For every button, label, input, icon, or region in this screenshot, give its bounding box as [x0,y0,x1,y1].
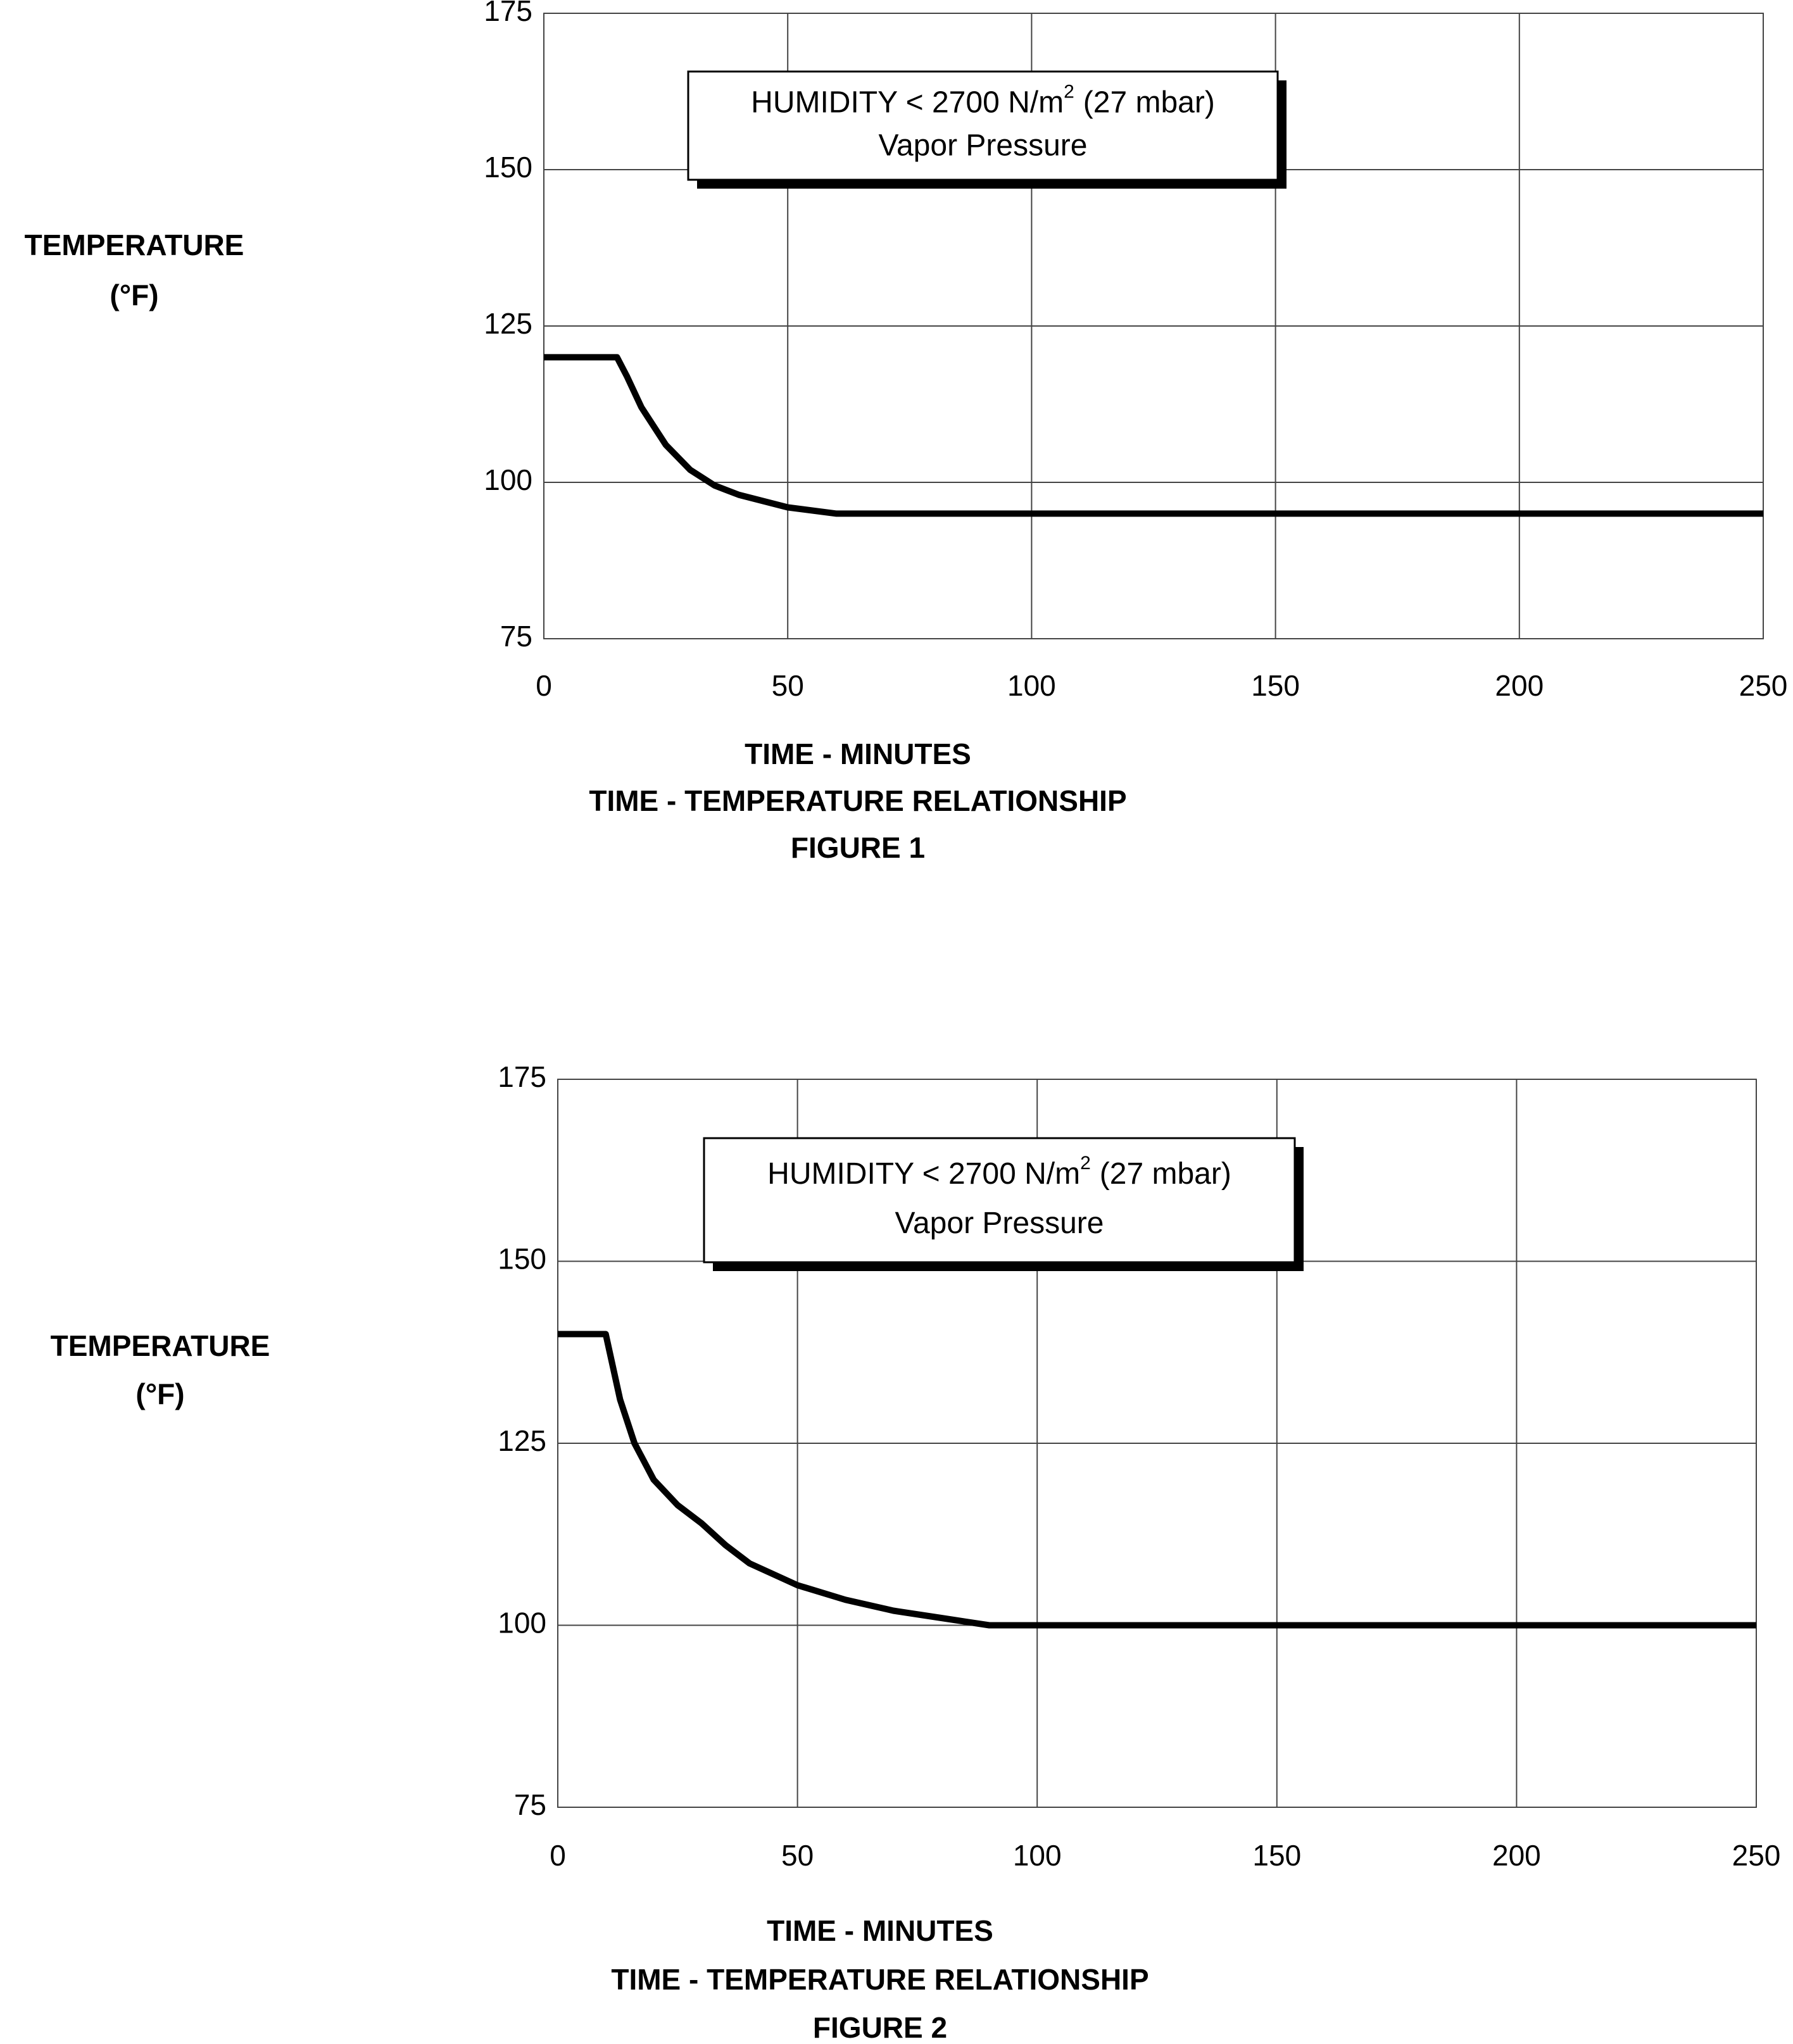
x-tick-label: 200 [1495,669,1544,702]
x-axis-label: TIME - MINUTES [767,1914,993,1947]
annotation-text: Vapor Pressure [895,1207,1104,1240]
y-axis-label: (°F) [135,1377,184,1410]
x-tick-label: 50 [772,669,804,702]
x-tick-label: 0 [536,669,552,702]
x-tick-label: 50 [781,1839,814,1872]
y-tick-label: 150 [498,1243,546,1276]
x-tick-label: 250 [1732,1839,1781,1872]
x-tick-label: 0 [550,1839,566,1872]
annotation-text: HUMIDITY < 2700 N/m2 (27 mbar) [751,81,1215,119]
caption: FIGURE 2 [813,2011,947,2044]
x-tick-label: 100 [1013,1839,1062,1872]
y-tick-label: 125 [484,307,532,340]
x-tick-label: 150 [1252,1839,1301,1872]
annotation-part: HUMIDITY < 2700 N/m [767,1157,1080,1190]
annotation-part: (27 mbar) [1083,85,1215,119]
y-tick-label: 75 [514,1788,546,1821]
data-line [544,354,1763,517]
annotation-box [687,70,1279,181]
y-tick-label: 75 [500,620,532,653]
y-tick-label: 125 [498,1424,546,1457]
y-tick-label: 175 [484,0,532,27]
subtitle: TIME - TEMPERATURE RELATIONSHIP [611,1963,1148,1996]
y-axis-label: TEMPERATURE [25,229,244,261]
x-axis-label: TIME - MINUTES [745,737,971,770]
annotation-text: Vapor Pressure [879,129,1088,162]
annotation-text: HUMIDITY < 2700 N/m2 (27 mbar) [767,1153,1231,1191]
x-tick-label: 150 [1251,669,1300,702]
subtitle: TIME - TEMPERATURE RELATIONSHIP [589,784,1126,817]
y-tick-label: 150 [484,151,532,184]
y-axis-label: TEMPERATURE [51,1329,270,1362]
y-tick-label: 100 [484,463,532,496]
data-line [558,1331,1756,1629]
caption: FIGURE 1 [791,831,925,864]
y-tick-label: 175 [498,1060,546,1093]
annotation-superscript: 2 [1080,1153,1091,1174]
annotation-part: (27 mbar) [1100,1157,1231,1190]
x-tick-label: 200 [1492,1839,1541,1872]
x-tick-label: 100 [1007,669,1056,702]
annotation-box [703,1137,1296,1263]
y-tick-label: 100 [498,1607,546,1640]
y-axis-label: (°F) [110,279,158,311]
annotation-part: HUMIDITY < 2700 N/m [751,85,1064,119]
x-tick-label: 250 [1739,669,1788,702]
annotation-superscript: 2 [1064,81,1074,102]
